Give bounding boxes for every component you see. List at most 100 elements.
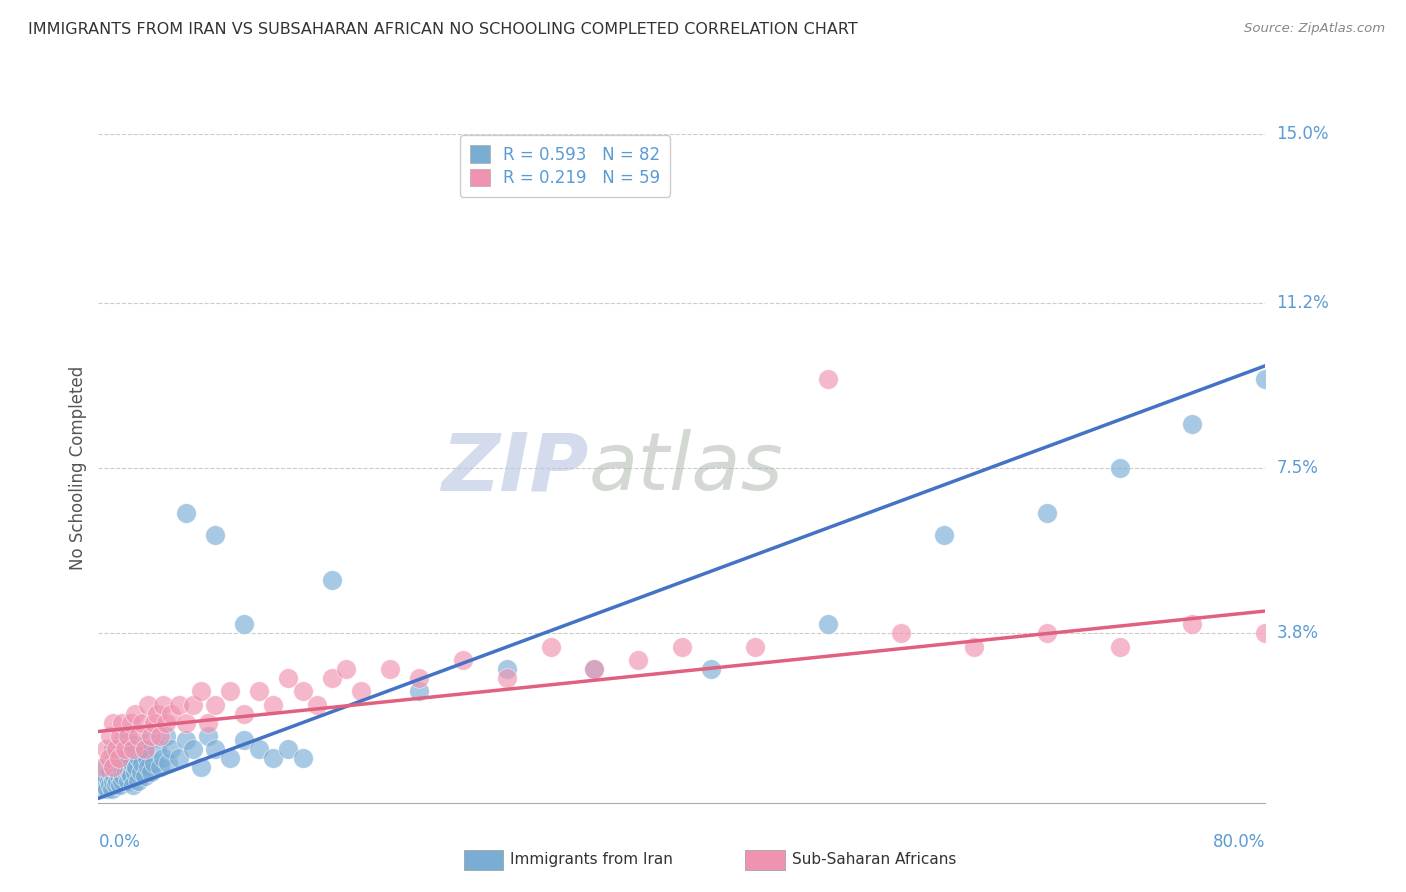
Text: ZIP: ZIP	[441, 429, 589, 508]
Point	[1254, 372, 1277, 386]
Point	[495, 671, 517, 685]
Point	[233, 706, 256, 721]
Point	[101, 742, 124, 756]
Point	[117, 773, 139, 788]
Point	[146, 742, 169, 756]
Point	[146, 706, 169, 721]
Point	[262, 698, 284, 712]
Point	[181, 698, 204, 712]
Point	[135, 751, 157, 765]
Point	[218, 751, 240, 765]
Point	[108, 751, 131, 765]
Point	[101, 760, 124, 774]
Point	[583, 662, 606, 676]
Point	[129, 764, 152, 779]
Point	[136, 698, 159, 712]
Point	[105, 747, 128, 761]
Point	[124, 738, 146, 752]
Point	[101, 715, 124, 730]
Point	[131, 715, 153, 730]
Point	[132, 742, 155, 756]
Point	[408, 671, 430, 685]
Legend: R = 0.593   N = 82, R = 0.219   N = 59: R = 0.593 N = 82, R = 0.219 N = 59	[460, 136, 671, 197]
Point	[90, 782, 112, 797]
Point	[157, 756, 180, 770]
Point	[94, 769, 117, 783]
Point	[1108, 461, 1130, 475]
Point	[103, 751, 125, 765]
Point	[131, 756, 153, 770]
Point	[495, 662, 517, 676]
Point	[174, 733, 197, 747]
Point	[1284, 617, 1306, 632]
Text: 80.0%: 80.0%	[1213, 833, 1265, 851]
Point	[152, 698, 174, 712]
Point	[218, 684, 240, 698]
Point	[167, 751, 190, 765]
Point	[120, 715, 142, 730]
Point	[149, 729, 172, 743]
Point	[204, 528, 226, 542]
Point	[134, 742, 156, 756]
Point	[540, 640, 562, 654]
Point	[167, 698, 190, 712]
Point	[174, 715, 197, 730]
Point	[152, 751, 174, 765]
Point	[104, 778, 127, 792]
Text: 7.5%: 7.5%	[1277, 459, 1319, 477]
Point	[97, 773, 120, 788]
Point	[139, 764, 162, 779]
Point	[149, 760, 172, 774]
Point	[160, 706, 183, 721]
Point	[583, 662, 606, 676]
Point	[378, 662, 402, 676]
Point	[114, 742, 136, 756]
Point	[139, 729, 162, 743]
Text: 11.2%: 11.2%	[1277, 294, 1329, 312]
Point	[98, 778, 121, 792]
Text: 3.8%: 3.8%	[1277, 624, 1319, 642]
Point	[204, 698, 226, 712]
Point	[277, 671, 299, 685]
Point	[110, 760, 132, 774]
Point	[817, 617, 839, 632]
Point	[142, 715, 165, 730]
Point	[1181, 417, 1204, 431]
Point	[94, 742, 117, 756]
Point	[321, 671, 343, 685]
Point	[100, 782, 122, 797]
Point	[93, 778, 115, 792]
Point	[700, 662, 723, 676]
Point	[104, 742, 127, 756]
Point	[335, 662, 357, 676]
Point	[101, 760, 124, 774]
Point	[114, 729, 136, 743]
Point	[118, 764, 141, 779]
Text: 15.0%: 15.0%	[1277, 125, 1329, 143]
Point	[142, 756, 165, 770]
Point	[117, 747, 139, 761]
Point	[122, 742, 145, 756]
Point	[1035, 506, 1057, 520]
Point	[934, 528, 956, 542]
Point	[127, 773, 149, 788]
Point	[190, 684, 212, 698]
Point	[890, 626, 912, 640]
Point	[1181, 617, 1204, 632]
Point	[204, 742, 226, 756]
Point	[112, 769, 135, 783]
Point	[181, 742, 204, 756]
Point	[115, 764, 138, 779]
Point	[125, 760, 148, 774]
Point	[155, 715, 177, 730]
Point	[233, 617, 256, 632]
Point	[127, 729, 149, 743]
Point	[103, 769, 125, 783]
Point	[247, 742, 270, 756]
Point	[98, 764, 121, 779]
Point	[155, 729, 177, 743]
Point	[101, 773, 124, 788]
Point	[91, 773, 114, 788]
Point	[108, 751, 131, 765]
Text: Source: ZipAtlas.com: Source: ZipAtlas.com	[1244, 22, 1385, 36]
